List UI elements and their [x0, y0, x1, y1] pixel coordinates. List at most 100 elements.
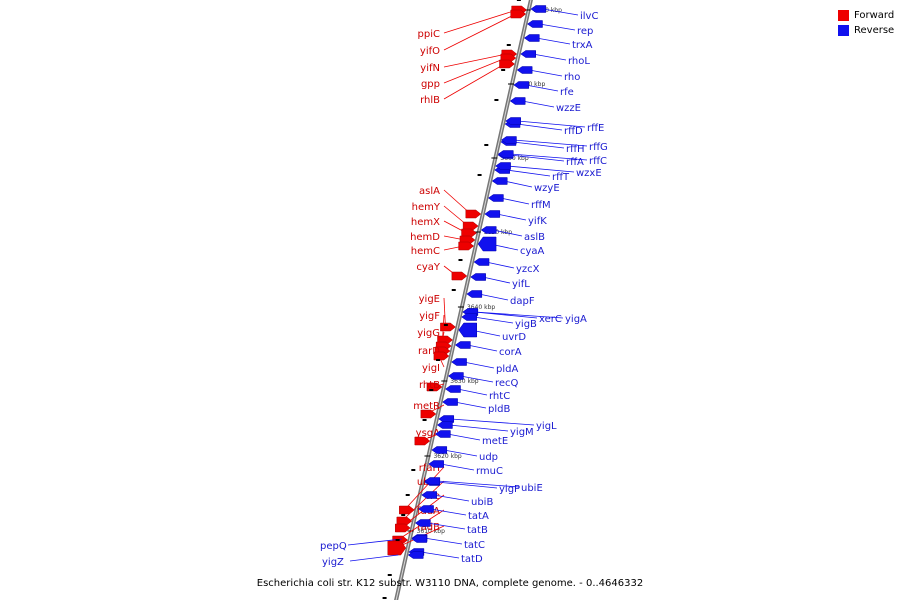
- reverse-gene-label[interactable]: recQ: [495, 378, 519, 389]
- forward-gene-label[interactable]: hemD: [410, 232, 440, 243]
- reverse-gene-label[interactable]: yigL: [536, 421, 557, 432]
- reverse-gene-arrow[interactable]: [451, 358, 467, 366]
- reverse-gene-arrow[interactable]: [491, 177, 508, 185]
- reverse-gene-label[interactable]: rfe: [560, 87, 574, 98]
- reverse-gene-label[interactable]: rho: [564, 72, 580, 83]
- reverse-gene-arrow[interactable]: [431, 446, 448, 454]
- forward-gene-label[interactable]: gpp: [421, 79, 440, 90]
- reverse-gene-label[interactable]: ubiB: [471, 497, 493, 508]
- forward-gene-arrow[interactable]: [414, 436, 431, 446]
- reverse-gene-label[interactable]: yigP: [499, 484, 520, 495]
- reverse-gene-arrow[interactable]: [454, 341, 471, 349]
- reverse-gene-label[interactable]: rhoL: [568, 56, 590, 67]
- reverse-gene-arrow[interactable]: [434, 430, 451, 438]
- forward-gene-label[interactable]: ppiC: [418, 29, 440, 40]
- forward-gene-label[interactable]: yigE: [419, 294, 440, 305]
- forward-gene-arrow[interactable]: [465, 209, 482, 219]
- reverse-gene-label[interactable]: trxA: [572, 40, 593, 51]
- forward-gene-label[interactable]: hemC: [411, 246, 440, 257]
- reverse-gene-label[interactable]: pldA: [496, 364, 518, 375]
- reverse-gene-label[interactable]: rffT: [552, 172, 570, 183]
- forward-gene-label[interactable]: aslA: [419, 186, 440, 197]
- forward-gene-arrow[interactable]: [499, 59, 515, 69]
- forward-gene-label[interactable]: rfaH: [419, 463, 440, 474]
- reverse-gene-arrow[interactable]: [407, 551, 424, 559]
- reverse-gene-label[interactable]: tatB: [467, 525, 488, 536]
- reverse-gene-arrow[interactable]: [509, 97, 526, 105]
- forward-gene-label[interactable]: ysgA: [416, 428, 440, 439]
- reverse-gene-label[interactable]: rffC: [589, 156, 607, 167]
- forward-gene-label[interactable]: yigF: [419, 311, 440, 322]
- forward-gene-label[interactable]: rarD: [418, 346, 440, 357]
- reverse-gene-label[interactable]: rmuC: [476, 466, 503, 477]
- reverse-gene-arrow[interactable]: [480, 226, 497, 234]
- forward-gene-arrow[interactable]: [440, 322, 456, 332]
- reverse-gene-label[interactable]: yifK: [528, 216, 547, 227]
- forward-gene-label[interactable]: metR: [413, 401, 440, 412]
- forward-gene-label[interactable]: yigI: [422, 363, 440, 374]
- reverse-gene-arrow[interactable]: [466, 290, 483, 298]
- reverse-gene-arrow[interactable]: [411, 535, 428, 543]
- reverse-gene-arrow[interactable]: [527, 20, 543, 28]
- forward-gene-label[interactable]: yifN: [420, 63, 440, 74]
- reverse-gene-arrow[interactable]: [445, 385, 461, 393]
- forward-gene-arrow[interactable]: [510, 9, 527, 19]
- reverse-gene-label[interactable]: pepQ: [320, 541, 347, 552]
- reverse-gene-label[interactable]: yigB: [515, 319, 537, 330]
- reverse-gene-label[interactable]: yigA: [565, 314, 587, 325]
- forward-gene-arrow[interactable]: [387, 540, 407, 556]
- forward-gene-label[interactable]: rhlB: [420, 95, 440, 106]
- reverse-gene-arrow[interactable]: [495, 162, 511, 170]
- reverse-gene-label[interactable]: udp: [479, 452, 498, 463]
- reverse-gene-label[interactable]: rffE: [587, 123, 604, 134]
- reverse-gene-arrow[interactable]: [421, 491, 437, 499]
- reverse-gene-label[interactable]: ubiE: [521, 483, 543, 494]
- reverse-gene-arrow[interactable]: [424, 477, 441, 485]
- reverse-gene-label[interactable]: cyaA: [520, 246, 545, 257]
- reverse-gene-arrow[interactable]: [438, 415, 455, 423]
- reverse-gene-label[interactable]: tatC: [464, 540, 485, 551]
- forward-gene-label[interactable]: yifO: [420, 46, 440, 57]
- reverse-gene-label[interactable]: tatA: [468, 511, 489, 522]
- reverse-gene-arrow[interactable]: [428, 460, 444, 468]
- reverse-gene-arrow[interactable]: [484, 210, 501, 218]
- reverse-gene-label[interactable]: ilvC: [580, 11, 598, 22]
- reverse-gene-label[interactable]: rhtC: [489, 391, 510, 402]
- forward-gene-label[interactable]: hemY: [412, 202, 441, 213]
- forward-gene-label[interactable]: fadB: [417, 522, 440, 533]
- reverse-gene-arrow[interactable]: [436, 421, 453, 429]
- reverse-gene-arrow[interactable]: [447, 372, 464, 380]
- reverse-gene-arrow[interactable]: [470, 273, 486, 281]
- reverse-gene-arrow[interactable]: [458, 322, 478, 338]
- forward-gene-label[interactable]: hemX: [411, 217, 440, 228]
- reverse-gene-label[interactable]: rffG: [589, 142, 608, 153]
- reverse-gene-arrow[interactable]: [500, 136, 517, 144]
- forward-gene-label[interactable]: rhtB: [419, 380, 440, 391]
- reverse-gene-label[interactable]: xerC: [539, 314, 562, 325]
- reverse-gene-label[interactable]: yigM: [510, 427, 534, 438]
- forward-gene-arrow[interactable]: [399, 505, 415, 515]
- reverse-gene-label[interactable]: rffD: [564, 126, 583, 137]
- reverse-gene-label[interactable]: rep: [577, 26, 593, 37]
- reverse-gene-arrow[interactable]: [487, 194, 504, 202]
- reverse-gene-arrow[interactable]: [442, 398, 458, 406]
- reverse-gene-arrow[interactable]: [497, 150, 514, 158]
- reverse-gene-arrow[interactable]: [473, 258, 490, 266]
- forward-gene-arrow[interactable]: [458, 241, 475, 251]
- reverse-gene-label[interactable]: corA: [499, 347, 522, 358]
- reverse-gene-arrow[interactable]: [520, 50, 536, 58]
- reverse-gene-arrow[interactable]: [523, 34, 540, 42]
- reverse-gene-label[interactable]: rffA: [566, 157, 584, 168]
- reverse-gene-label[interactable]: wzzE: [556, 103, 581, 114]
- reverse-gene-label[interactable]: yigZ: [322, 557, 344, 568]
- reverse-gene-arrow[interactable]: [505, 117, 521, 125]
- reverse-gene-arrow[interactable]: [418, 505, 434, 513]
- reverse-gene-arrow[interactable]: [516, 66, 533, 74]
- reverse-gene-label[interactable]: wzxE: [576, 168, 602, 179]
- reverse-gene-arrow[interactable]: [513, 81, 530, 89]
- reverse-gene-arrow[interactable]: [530, 5, 547, 13]
- reverse-gene-label[interactable]: uvrD: [502, 332, 526, 343]
- reverse-gene-label[interactable]: rffH: [566, 144, 585, 155]
- reverse-gene-label[interactable]: wzyE: [534, 183, 560, 194]
- forward-gene-arrow[interactable]: [451, 271, 468, 281]
